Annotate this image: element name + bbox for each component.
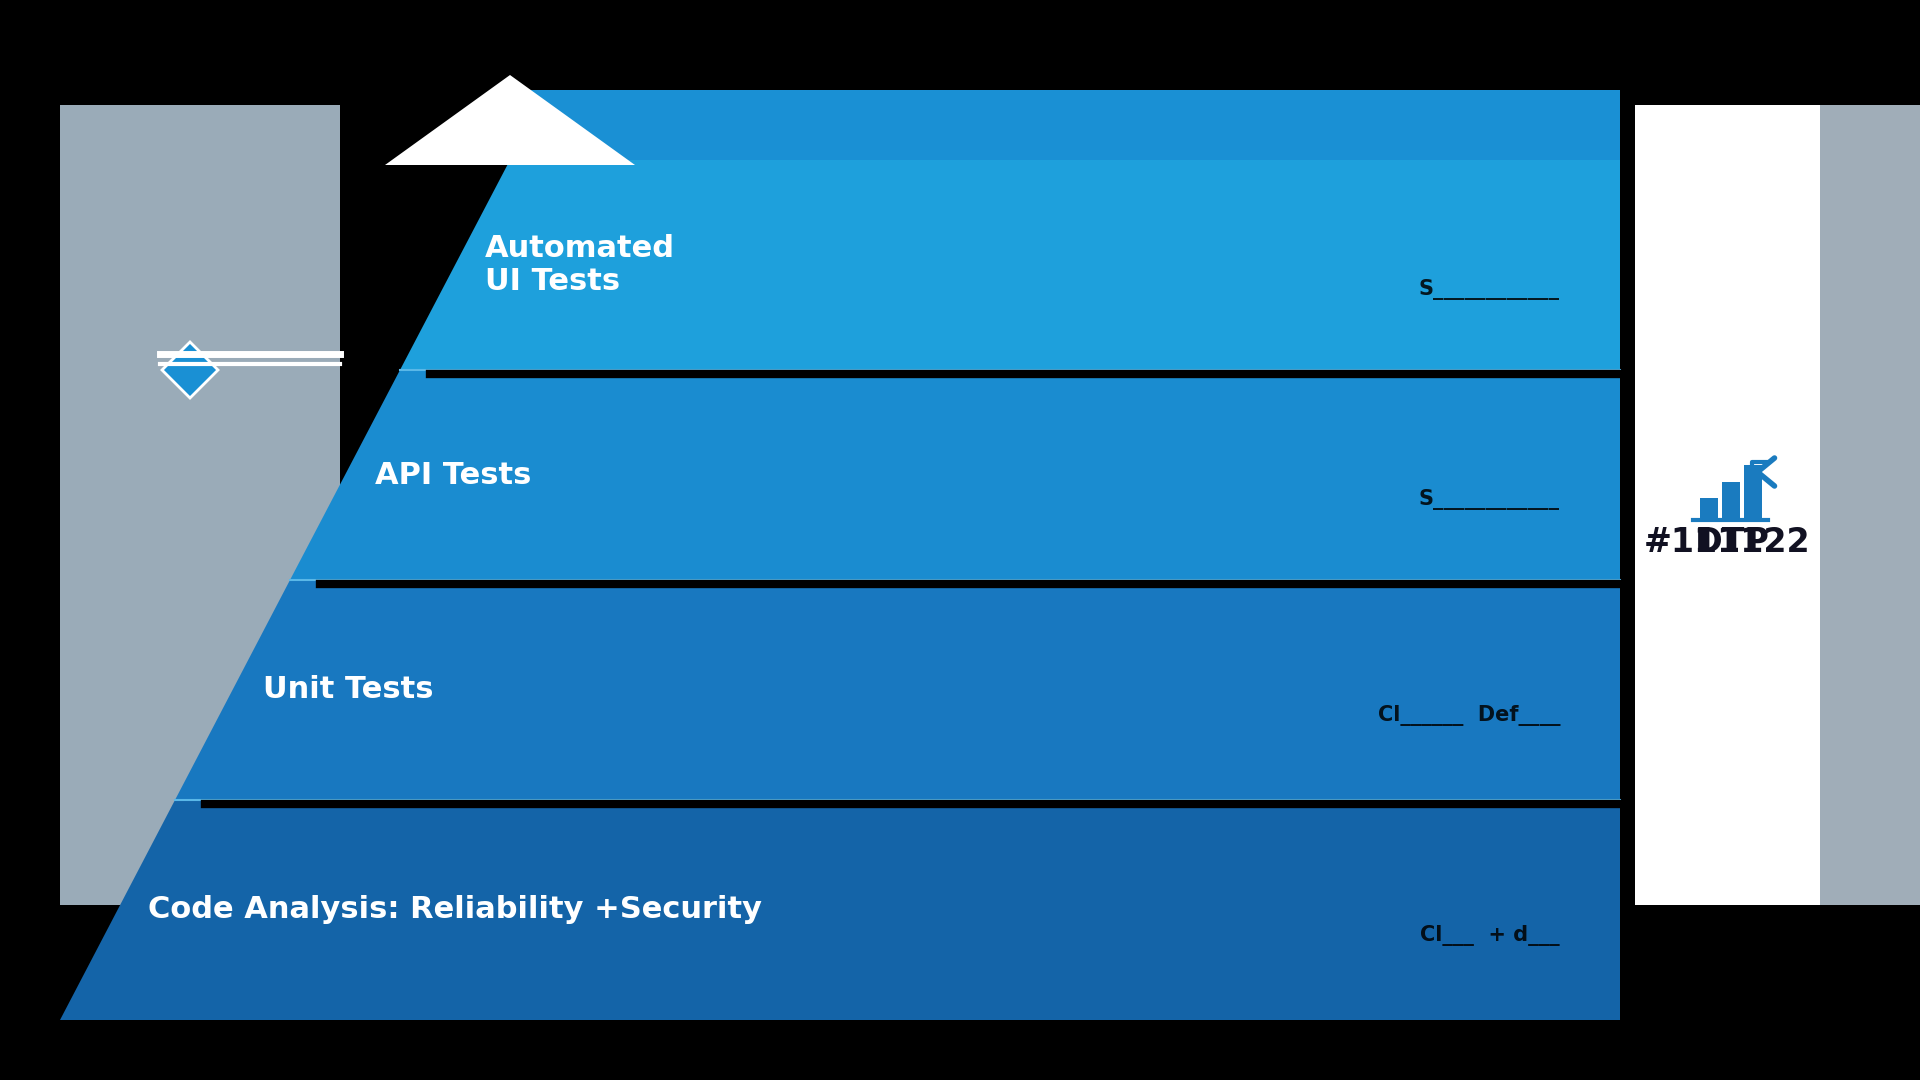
Polygon shape [60,800,1620,1020]
FancyBboxPatch shape [1722,482,1740,519]
Text: S____________: S____________ [1419,280,1559,300]
Text: API Tests: API Tests [374,460,532,489]
Polygon shape [175,580,1620,800]
Polygon shape [399,160,1620,370]
Text: Unit Tests: Unit Tests [263,675,434,704]
FancyBboxPatch shape [1820,105,1920,905]
Text: #111122: #111122 [1644,526,1811,558]
FancyBboxPatch shape [1636,105,1820,905]
Text: Code Analysis: Reliability +Security: Code Analysis: Reliability +Security [148,895,762,924]
Text: Cl______  Def____: Cl______ Def____ [1377,704,1559,726]
Text: S____________: S____________ [1419,489,1559,511]
FancyBboxPatch shape [60,105,340,905]
Polygon shape [161,342,219,399]
FancyBboxPatch shape [511,90,1620,160]
Polygon shape [290,370,1620,580]
FancyBboxPatch shape [1699,498,1718,519]
Text: Automated
UI Tests: Automated UI Tests [486,233,676,296]
Polygon shape [386,75,636,165]
Text: Cl___  + d___: Cl___ + d___ [1421,924,1559,945]
FancyBboxPatch shape [1743,465,1761,519]
Text: DTP: DTP [1695,526,1770,558]
